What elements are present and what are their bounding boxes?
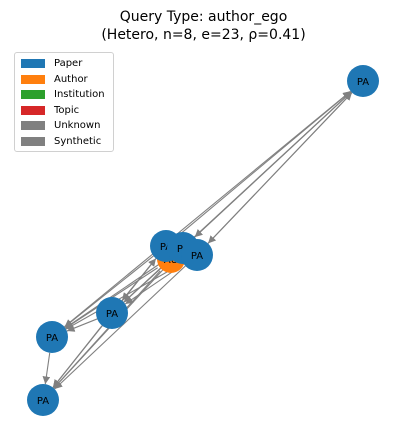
edge-p_top-p_c2: [194, 91, 352, 238]
legend-item-unknown: Unknown: [21, 119, 100, 131]
legend-label-synthetic: Synthetic: [54, 135, 102, 147]
legend-label-paper: Paper: [54, 57, 83, 69]
nodes-layer: AUPAPAPAPAPAPAPA: [27, 65, 379, 416]
legend-swatch-institution: [21, 89, 45, 99]
node-label-p_top: PA: [357, 77, 369, 88]
node-p_mid[interactable]: PA: [96, 297, 128, 329]
edge-p_top-p_c3: [207, 92, 353, 244]
node-circle-p_top: [347, 65, 379, 97]
legend-item-institution: Institution: [21, 88, 105, 100]
legend-label-author: Author: [54, 73, 88, 85]
edge-au-p_bot: [53, 270, 161, 389]
edge-p_left-p_bot: [42, 352, 51, 385]
legend: Paper Author Institution Topic Unknown S…: [14, 52, 114, 152]
node-circle-p_left: [36, 321, 68, 353]
edge-p_c3-p_bot: [54, 265, 186, 390]
edge-p_mid-p_left: [66, 318, 98, 332]
node-label-p_left: PA: [46, 333, 58, 344]
node-circle-p_c3: [181, 239, 213, 271]
node-p_left[interactable]: PA: [36, 321, 68, 353]
legend-swatch-topic: [21, 105, 45, 115]
title-line-2: (Hetero, n=8, e=23, ρ=0.41): [101, 27, 306, 43]
legend-item-synthetic: Synthetic: [21, 135, 101, 147]
edge-p_left-p_top: [64, 90, 351, 328]
node-label-p_bot: PA: [37, 396, 49, 407]
node-circle-p_mid: [96, 297, 128, 329]
legend-item-topic: Topic: [21, 104, 79, 116]
edge-p_mid-p_bot: [52, 325, 103, 388]
node-p_c3[interactable]: PA: [181, 239, 213, 271]
node-label-p_c1: PA: [160, 242, 172, 253]
title-line-1: Query Type: author_ego: [119, 9, 288, 25]
legend-label-topic: Topic: [54, 104, 80, 116]
node-p_bot[interactable]: PA: [27, 384, 59, 416]
node-p_top[interactable]: PA: [347, 65, 379, 97]
edge-p_mid-p_c1: [121, 258, 157, 301]
node-label-p_mid: PA: [106, 309, 118, 320]
legend-swatch-paper: [21, 58, 45, 68]
legend-swatch-author: [21, 74, 45, 84]
legend-label-unknown: Unknown: [54, 119, 101, 131]
legend-item-author: Author: [21, 73, 88, 85]
edge-p_c2-p_left: [64, 256, 171, 329]
legend-swatch-synthetic: [21, 136, 45, 146]
node-circle-p_bot: [27, 384, 59, 416]
legend-item-paper: Paper: [21, 57, 82, 69]
legend-label-institution: Institution: [54, 88, 105, 100]
node-label-p_c3: PA: [191, 251, 203, 262]
edge-p_c1-p_left: [64, 255, 154, 328]
legend-swatch-unknown: [21, 120, 45, 130]
chart-title: Query Type: author_ego (Hetero, n=8, e=2…: [0, 8, 407, 44]
